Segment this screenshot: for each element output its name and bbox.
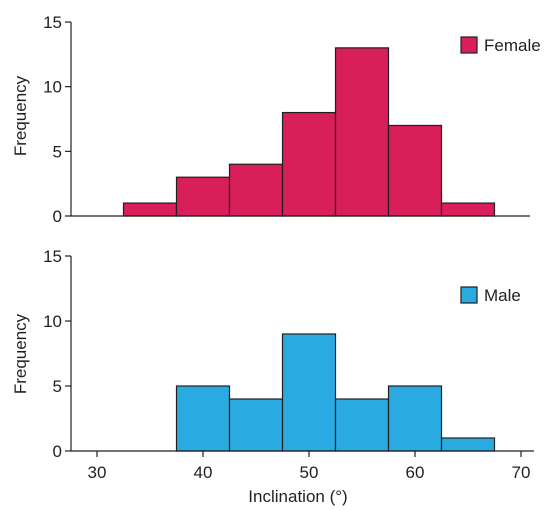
x-tick-label-70: 70 — [512, 463, 531, 482]
x-axis-label: Inclination (°) — [248, 487, 347, 506]
x-tick-label-50: 50 — [300, 463, 319, 482]
female-histogram-panel: Frequency 0 5 10 15 Female — [11, 13, 541, 226]
female-y-tick-label-10: 10 — [43, 78, 62, 97]
female-y-tick-label-5: 5 — [53, 142, 62, 161]
x-tick-label-30: 30 — [88, 463, 107, 482]
female-y-axis: 0 5 10 15 — [43, 13, 72, 226]
male-y-tick-label-15: 15 — [43, 247, 62, 266]
female-legend: Female — [460, 36, 541, 55]
x-tick-label-40: 40 — [194, 463, 213, 482]
male-y-tick-label-10: 10 — [43, 312, 62, 331]
female-bar-1 — [122, 202, 178, 217]
female-bar-5 — [334, 47, 390, 217]
male-y-axis-label: Frequency — [11, 313, 30, 394]
female-bars — [122, 47, 496, 217]
female-bar-2 — [175, 176, 231, 217]
female-bar-7 — [440, 202, 496, 217]
male-histogram-panel: Frequency 0 5 10 15 30 40 50 60 70 Male Inclina… — [11, 247, 534, 506]
male-y-tick-label-5: 5 — [53, 377, 62, 396]
female-legend-label: Female — [484, 36, 541, 55]
female-legend-swatch — [460, 36, 478, 54]
male-y-axis: 0 5 10 15 — [43, 247, 72, 461]
female-bar-6 — [387, 124, 443, 217]
male-y-tick-label-0: 0 — [53, 442, 62, 461]
male-bar-4 — [334, 398, 390, 452]
male-legend: Male — [460, 286, 521, 305]
x-tick-label-60: 60 — [406, 463, 425, 482]
male-bar-5 — [387, 385, 443, 452]
male-bar-6 — [440, 437, 496, 452]
male-legend-swatch — [460, 286, 478, 304]
female-y-tick-label-15: 15 — [43, 13, 62, 32]
female-bar-4 — [281, 111, 337, 217]
male-bar-3 — [281, 333, 337, 452]
male-bar-1 — [175, 385, 231, 452]
male-legend-label: Male — [484, 286, 521, 305]
female-y-axis-label: Frequency — [11, 75, 30, 156]
female-bar-3 — [228, 163, 284, 217]
male-bars — [175, 333, 496, 452]
female-y-tick-label-0: 0 — [53, 207, 62, 226]
male-x-axis: 30 40 50 60 70 — [71, 450, 534, 482]
male-bar-2 — [228, 398, 284, 452]
